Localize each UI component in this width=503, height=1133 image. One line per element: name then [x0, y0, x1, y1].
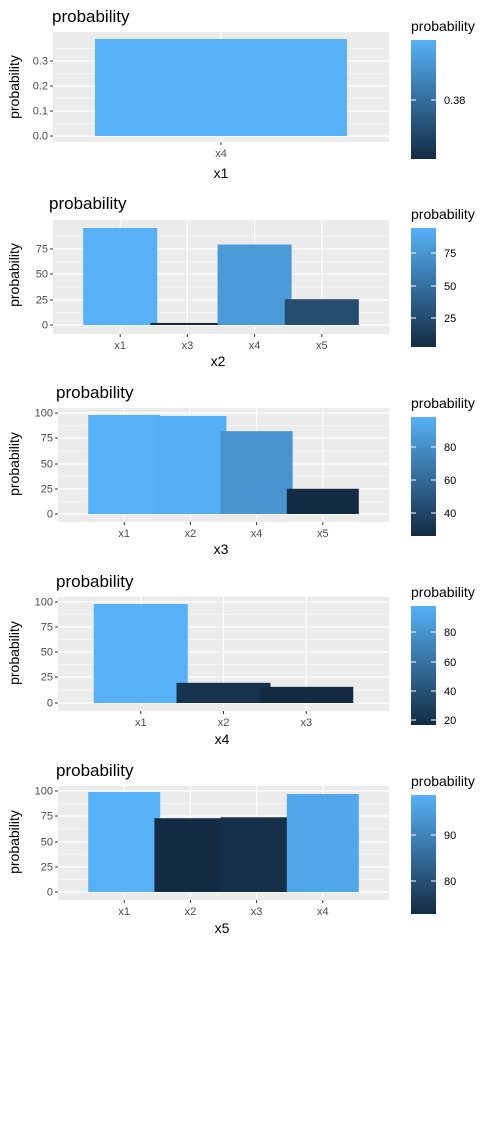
- chart-title: probability: [52, 7, 130, 26]
- legend-tick-label: 60: [444, 475, 456, 487]
- legend-title: probability: [411, 18, 475, 34]
- y-tick-label: 100: [35, 597, 53, 609]
- y-tick-label: 50: [41, 837, 53, 849]
- legend-tick-label: 75: [444, 248, 456, 260]
- bar-x2: [154, 416, 227, 514]
- bar-x2: [176, 682, 271, 703]
- bar-x5: [284, 299, 359, 325]
- y-tick-label: 0: [47, 887, 53, 899]
- chart-title: probability: [49, 194, 127, 213]
- chart-title: probability: [56, 761, 134, 780]
- bar-x1: [88, 415, 161, 514]
- y-tick-label: 0.0: [33, 131, 48, 143]
- bar-x4: [95, 39, 347, 136]
- legend-title: probability: [411, 395, 475, 411]
- bar-x1: [88, 792, 161, 892]
- x-tick-label: x1: [118, 906, 130, 918]
- chart-5: 0 25 50 75 100 x1 x2 x3 x4 probability x5 probabili…: [6, 761, 475, 936]
- chart-4: 0 25 50 75 100 x1 x2 x3 probability x4 probability…: [6, 572, 475, 747]
- bar-x4: [217, 244, 292, 325]
- chart-3: 0 25 50 75 100 x1 x2 x4 x5 probability x3 probabili…: [6, 383, 475, 557]
- bar-x3: [220, 817, 293, 892]
- bar-x4: [220, 431, 293, 514]
- y-tick-label: 50: [41, 459, 53, 471]
- y-tick-label: 25: [41, 672, 53, 684]
- x-tick-label: x4: [251, 528, 263, 540]
- legend-tick-label: 80: [444, 442, 456, 454]
- y-tick-label: 75: [41, 433, 53, 445]
- x-tick-label: x2: [185, 528, 197, 540]
- y-tick-label: 0: [47, 509, 53, 521]
- y-tick-label: 75: [41, 811, 53, 823]
- y-tick-label: 0: [42, 320, 48, 332]
- chart-title: probability: [56, 572, 134, 591]
- legend-tick-label: 40: [444, 686, 456, 698]
- y-axis-label: probability: [6, 243, 22, 307]
- bar-x1: [93, 604, 188, 703]
- x-tick-label: x4: [249, 340, 261, 352]
- legend-colorbar: [411, 795, 436, 914]
- y-tick-label: 25: [41, 484, 53, 496]
- legend-tick-label: 50: [444, 281, 456, 293]
- y-tick-label: 100: [35, 408, 53, 420]
- x-tick-label: x4: [317, 906, 329, 918]
- x-tick-label: x5: [317, 528, 329, 540]
- chart-title: probability: [56, 383, 134, 402]
- x-axis-label: x1: [214, 165, 229, 181]
- x-axis-label: x2: [211, 353, 226, 369]
- chart-1: 0.0 0.1 0.2 0.3 x4 probability x1 probability pr…: [6, 7, 475, 181]
- legend-title: probability: [411, 773, 475, 789]
- legend-tick-label: 90: [444, 830, 456, 842]
- legend-title: probability: [411, 584, 475, 600]
- y-axis-label: probability: [6, 432, 22, 496]
- y-tick-label: 100: [35, 786, 53, 798]
- x-tick-label: x2: [218, 717, 230, 729]
- legend-tick-label: 40: [444, 508, 456, 520]
- y-tick-label: 75: [36, 244, 48, 256]
- legend-colorbar: [411, 228, 436, 347]
- y-axis-label: probability: [6, 621, 22, 685]
- x-axis-label: x3: [214, 541, 229, 557]
- bar-x3: [259, 686, 354, 703]
- y-axis-label: probability: [6, 55, 22, 119]
- legend-colorbar: [411, 417, 436, 536]
- x-tick-label: x1: [135, 717, 147, 729]
- y-tick-label: 0.3: [33, 56, 48, 68]
- y-tick-label: 50: [41, 647, 53, 659]
- legend-tick-label: 60: [444, 657, 456, 669]
- legend-colorbar: [411, 606, 436, 725]
- x-tick-label: x2: [185, 906, 197, 918]
- bar-x3: [150, 322, 225, 325]
- bar-x1: [83, 228, 158, 325]
- x-tick-label: x3: [300, 717, 312, 729]
- y-tick-label: 0: [47, 698, 53, 710]
- x-tick-label: x5: [316, 340, 328, 352]
- x-tick-label: x4: [215, 148, 227, 160]
- x-tick-label: x1: [114, 340, 126, 352]
- y-tick-label: 25: [41, 862, 53, 874]
- legend-tick-label: 80: [444, 627, 456, 639]
- y-axis-label: probability: [6, 810, 22, 874]
- x-tick-label: x3: [251, 906, 263, 918]
- x-tick-label: x1: [118, 528, 130, 540]
- chart-2: 0 25 50 75 x1 x3 x4 x5 probability x2 probability p…: [6, 194, 475, 369]
- y-tick-label: 25: [36, 295, 48, 307]
- x-axis-label: x5: [215, 920, 230, 936]
- x-axis-label: x4: [215, 731, 230, 747]
- legend-tick-label: 0.38: [444, 95, 465, 107]
- bar-x5: [286, 488, 359, 514]
- y-tick-label: 75: [41, 622, 53, 634]
- y-tick-label: 50: [36, 269, 48, 281]
- y-tick-label: 0.2: [33, 81, 48, 93]
- bar-x4: [286, 794, 359, 892]
- y-tick-label: 0.1: [33, 106, 48, 118]
- legend-tick-label: 20: [444, 715, 456, 727]
- x-tick-label: x3: [182, 340, 194, 352]
- legend-tick-label: 25: [444, 313, 456, 325]
- legend-tick-label: 80: [444, 876, 456, 888]
- bar-x2: [154, 818, 227, 892]
- legend-title: probability: [411, 206, 475, 222]
